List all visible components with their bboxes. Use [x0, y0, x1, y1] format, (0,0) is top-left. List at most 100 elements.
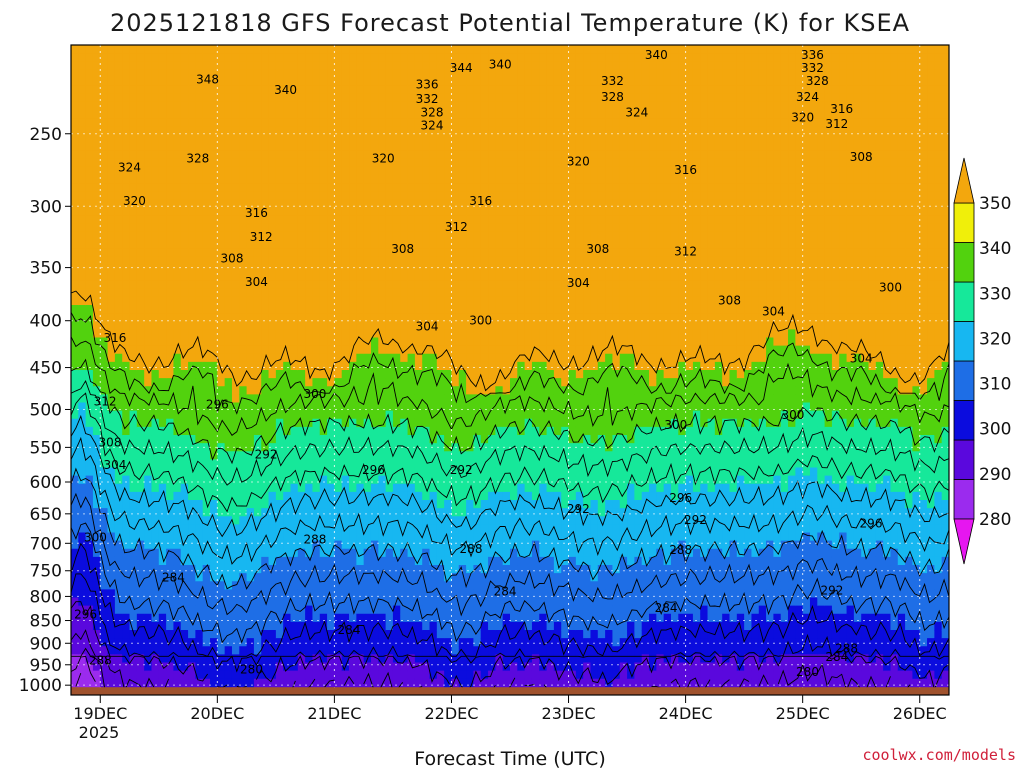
band-cell [297, 589, 306, 599]
band-cell [188, 353, 196, 363]
band-cell [414, 110, 423, 119]
band-cell [275, 223, 284, 233]
band-cell [92, 638, 101, 647]
band-cell [488, 370, 496, 379]
band-cell [392, 77, 401, 87]
band-cell [283, 175, 292, 184]
band-cell [71, 240, 79, 249]
band-cell [319, 556, 328, 566]
band-cell [261, 548, 270, 558]
band-cell [363, 516, 372, 525]
band-cell [173, 175, 182, 184]
band-cell [385, 296, 394, 306]
band-cell [473, 288, 482, 298]
band-cell [502, 126, 511, 135]
band-cell [436, 410, 445, 420]
band-cell [151, 589, 160, 599]
band-cell [136, 548, 145, 558]
band-cell [78, 361, 87, 371]
band-cell [370, 288, 379, 298]
band-cell [495, 231, 504, 241]
band-cell [327, 678, 335, 688]
band-cell [253, 118, 262, 127]
band-cell [407, 402, 416, 412]
band-cell [114, 402, 123, 412]
band-cell [400, 256, 409, 265]
band-cell [429, 85, 438, 95]
band-cell [261, 524, 270, 534]
band-cell [458, 394, 467, 404]
band-cell [480, 240, 489, 249]
band-cell [378, 272, 387, 282]
band-cell [224, 435, 233, 444]
band-cell [392, 678, 401, 688]
band-cell [224, 589, 233, 599]
band-cell [400, 589, 409, 599]
band-cell [217, 110, 226, 119]
band-cell [429, 166, 438, 176]
band-cell [356, 150, 365, 160]
band-cell [466, 500, 475, 509]
band-cell [524, 77, 533, 87]
band-cell [407, 110, 416, 119]
band-cell [451, 386, 460, 395]
band-cell [71, 142, 79, 152]
band-cell [466, 516, 475, 525]
band-cell [202, 101, 211, 111]
band-cell [495, 353, 504, 363]
band-cell [414, 223, 423, 233]
band-cell [458, 223, 467, 233]
band-cell [151, 459, 160, 469]
band-cell [451, 45, 460, 54]
band-cell [100, 573, 109, 582]
band-cell [239, 215, 248, 225]
band-cell [466, 110, 475, 119]
band-cell [290, 61, 299, 70]
band-cell [414, 321, 423, 330]
band-cell [451, 605, 460, 615]
band-cell [414, 329, 423, 339]
band-cell [239, 150, 248, 160]
band-cell [122, 61, 131, 70]
band-cell [297, 491, 306, 501]
band-cell [444, 378, 453, 387]
band-cell [92, 516, 101, 525]
band-cell [158, 166, 167, 176]
band-cell [356, 158, 365, 168]
band-cell [114, 451, 123, 460]
band-cell [71, 613, 79, 623]
band-cell [312, 621, 321, 631]
band-cell [122, 467, 131, 477]
band-cell [275, 630, 284, 639]
band-cell [275, 134, 284, 144]
band-cell [246, 621, 255, 631]
band-cell [510, 345, 518, 355]
band-cell [180, 630, 189, 639]
band-cell [414, 589, 423, 599]
band-cell [480, 280, 489, 290]
band-cell [71, 451, 79, 460]
band-cell [349, 77, 357, 87]
band-cell [473, 394, 482, 404]
band-cell [253, 670, 262, 680]
band-cell [305, 158, 314, 168]
band-cell [466, 142, 475, 152]
band-cell [217, 272, 226, 282]
band-cell [85, 418, 94, 428]
band-cell [502, 467, 511, 477]
band-cell [370, 272, 379, 282]
band-cell [151, 101, 160, 111]
band-cell [429, 158, 438, 168]
band-cell [246, 223, 255, 233]
band-cell [195, 134, 204, 144]
band-cell [268, 548, 277, 558]
band-cell [502, 394, 511, 404]
band-cell [261, 207, 270, 217]
band-cell [122, 296, 131, 306]
band-cell [261, 305, 270, 314]
band-cell [231, 288, 240, 298]
band-cell [422, 150, 431, 160]
band-cell [495, 223, 504, 233]
band-cell [414, 215, 423, 225]
band-cell [429, 410, 438, 420]
